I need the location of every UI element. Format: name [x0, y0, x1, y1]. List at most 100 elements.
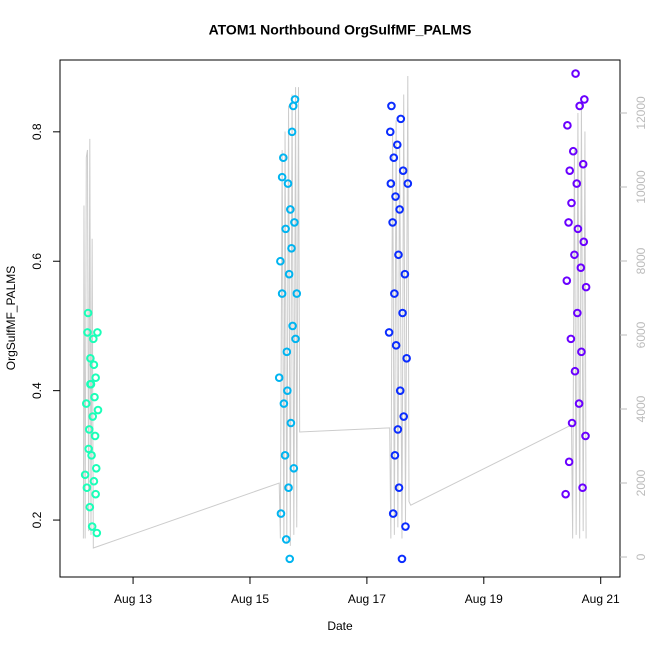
x-tick-label: Aug 15 [231, 592, 269, 606]
y2-tick-label: 8000 [634, 247, 648, 274]
data-point [571, 69, 580, 78]
data-point [395, 205, 404, 214]
data-point [279, 399, 289, 408]
data-point [281, 535, 291, 544]
plot-frame [59, 59, 621, 578]
data-point [578, 483, 587, 493]
x-tick-label: Aug 21 [582, 592, 620, 606]
y2-tick-label: 0 [634, 553, 648, 560]
data-point [389, 153, 399, 163]
data-point [91, 489, 100, 499]
data-point [581, 282, 591, 292]
data-point [89, 476, 99, 486]
data-point [570, 366, 580, 376]
y-tick-label: 0.8 [30, 123, 44, 140]
data-point [384, 328, 394, 337]
data-point [93, 405, 103, 415]
data-point [286, 205, 295, 214]
data-point [573, 308, 582, 318]
y2-tick-label: 10000 [634, 170, 648, 204]
data-point [86, 379, 95, 389]
data-point [575, 101, 584, 111]
data-point [570, 250, 579, 260]
data-point [394, 250, 403, 260]
y2-tick-label: 6000 [634, 321, 648, 348]
data-point [562, 276, 572, 285]
data-point [399, 412, 409, 421]
data-point [90, 431, 100, 441]
data-point [580, 95, 589, 104]
y2-tick-label: 2000 [634, 469, 648, 496]
data-point [290, 218, 299, 227]
data-point [80, 470, 90, 480]
data-point [388, 218, 397, 227]
data-point [574, 399, 584, 408]
data-point [292, 289, 302, 298]
x-tick-label: Aug 19 [465, 592, 503, 606]
data-point [401, 522, 410, 531]
data-point [394, 483, 404, 493]
data-point [281, 224, 290, 234]
data-point [88, 412, 98, 421]
y-tick-label: 0.6 [30, 253, 44, 270]
data-point [396, 114, 406, 124]
data-point [85, 502, 95, 512]
data-point [283, 386, 292, 395]
y-tick-label: 0.4 [30, 382, 44, 399]
data-point [289, 463, 299, 473]
data-point [579, 237, 589, 247]
data-point [290, 95, 300, 104]
data-point [563, 121, 572, 130]
data-point [83, 328, 92, 337]
data-point [84, 425, 94, 434]
data-point [398, 166, 408, 175]
data-point [565, 166, 575, 175]
data-point [390, 289, 399, 298]
data-point [87, 522, 97, 531]
data-point [84, 444, 93, 454]
data-point [90, 392, 99, 402]
data-point [581, 431, 590, 441]
data-point [291, 334, 300, 344]
data-point [278, 153, 288, 163]
data-point [277, 172, 287, 182]
y2-tick-label: 4000 [634, 395, 648, 422]
data-point [400, 269, 410, 279]
data-point [89, 360, 99, 370]
data-point [82, 483, 92, 493]
data-point [385, 127, 395, 137]
y-tick-label: 0.2 [30, 511, 44, 528]
data-point [280, 451, 290, 460]
data-point [390, 451, 400, 460]
data-point [287, 127, 297, 137]
data-point [387, 101, 396, 111]
data-point [395, 386, 405, 395]
data-point [572, 179, 582, 188]
data-point [386, 179, 396, 188]
data-point [392, 140, 402, 150]
data-point [561, 489, 570, 499]
data-point [277, 289, 287, 298]
data-point [282, 347, 292, 357]
x-axis-label: Date [327, 619, 353, 633]
data-point [91, 373, 100, 383]
data-point [285, 554, 295, 564]
data-point [576, 263, 586, 273]
data-point [564, 457, 574, 467]
y-axis-label: OrgSulfMF_PALMS [4, 266, 18, 370]
data-point [86, 353, 95, 363]
data-point [402, 353, 411, 363]
data-point [82, 399, 91, 408]
data-point [403, 179, 413, 188]
data-point [393, 425, 403, 434]
data-point [287, 243, 296, 253]
data-point [388, 509, 398, 518]
data-point [391, 192, 400, 201]
data-point [567, 418, 577, 428]
data-point [567, 198, 576, 208]
data-point [93, 328, 102, 337]
data-point [398, 308, 407, 318]
data-point [391, 341, 401, 350]
data-point [578, 159, 588, 169]
